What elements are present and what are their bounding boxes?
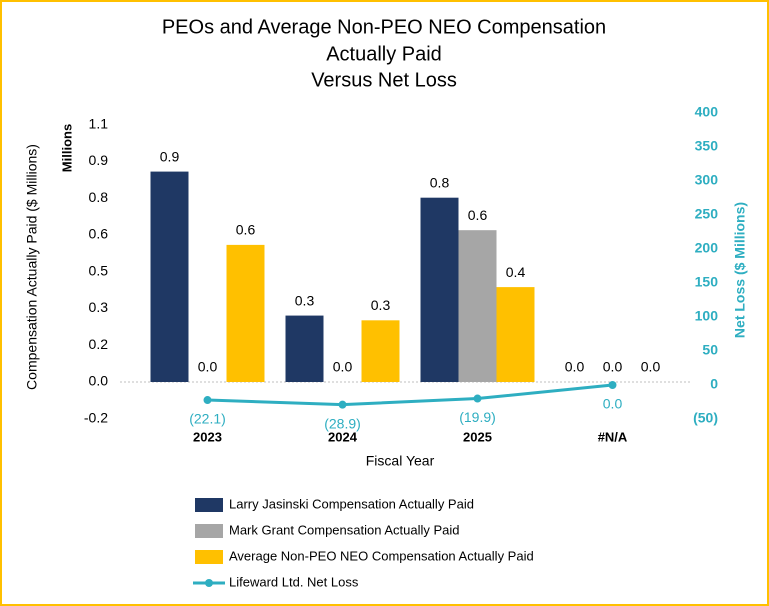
line-marker [473, 394, 482, 403]
bar [361, 320, 400, 382]
bar-value-label: 0.3 [371, 297, 391, 313]
y-tick-label: 1.1 [89, 115, 109, 131]
legend-label: Average Non-PEO NEO Compensation Actuall… [229, 548, 534, 563]
y2-tick-label: 400 [695, 104, 719, 120]
bar-value-label: 0.8 [430, 174, 450, 190]
bar [285, 315, 324, 382]
bar-value-label: 0.0 [565, 359, 585, 375]
y-tick-label: -0.2 [84, 410, 108, 426]
y2-tick-label: 200 [695, 240, 719, 256]
legend-marker [205, 579, 213, 587]
legend-label: Mark Grant Compensation Actually Paid [229, 522, 460, 537]
bar [150, 171, 189, 382]
line-value-label: (28.9) [324, 415, 361, 431]
bar-value-label: 0.6 [236, 222, 256, 238]
line-marker [338, 400, 347, 409]
x-tick-label: 2023 [193, 429, 222, 444]
x-tick-label: #N/A [598, 429, 628, 444]
bar-value-label: 0.0 [333, 359, 353, 375]
y2-axis-label: Net Loss ($ Millions) [732, 202, 748, 338]
bar-value-label: 0.3 [295, 292, 315, 308]
bar-value-label: 0.0 [641, 359, 661, 375]
y2-tick-label: 100 [695, 308, 719, 324]
chart-title: Versus Net Loss [311, 69, 457, 91]
y2-tick-label: 150 [695, 274, 719, 290]
y-tick-label: 0.6 [89, 226, 109, 242]
bar-value-label: 0.4 [506, 264, 526, 280]
line-marker [203, 396, 212, 405]
x-axis-label: Fiscal Year [366, 453, 435, 469]
y2-tick-label: 250 [695, 206, 719, 222]
legend-swatch [195, 498, 223, 512]
legend-label: Larry Jasinski Compensation Actually Pai… [229, 496, 474, 511]
y-tick-label: 0.5 [89, 262, 109, 278]
y2-tick-label: 0 [710, 376, 718, 392]
bar [226, 244, 265, 382]
line-value-label: 0.0 [603, 396, 623, 412]
y2-tick-label: (50) [693, 410, 718, 426]
y-unit-label: Millions [59, 124, 74, 172]
legend-swatch [195, 550, 223, 564]
bar-value-label: 0.6 [468, 207, 488, 223]
x-tick-label: 2025 [463, 429, 492, 444]
bar-value-label: 0.0 [198, 359, 218, 375]
bar [458, 230, 497, 382]
bar [496, 287, 535, 382]
legend-swatch [195, 524, 223, 538]
bar [420, 197, 459, 382]
y2-tick-label: 50 [702, 342, 718, 358]
y2-tick-label: 300 [695, 172, 719, 188]
bar-value-label: 0.0 [603, 359, 623, 375]
chart-title: PEOs and Average Non-PEO NEO Compensatio… [162, 16, 606, 38]
y2-tick-label: 350 [695, 138, 719, 154]
chart-title: Actually Paid [326, 43, 442, 65]
y-tick-label: 0.8 [89, 189, 109, 205]
y-tick-label: 0.9 [89, 152, 109, 168]
bar-value-label: 0.9 [160, 148, 180, 164]
y-tick-label: 0.2 [89, 336, 109, 352]
line-value-label: (22.1) [189, 411, 226, 427]
legend-label: Lifeward Ltd. Net Loss [229, 574, 359, 589]
y-axis-label: Compensation Actually Paid ($ Millions) [24, 144, 40, 390]
line-marker [608, 381, 617, 389]
y-tick-label: 0.3 [89, 299, 109, 315]
y-tick-label: 0.0 [89, 373, 109, 389]
line [207, 383, 613, 407]
x-tick-label: 2024 [328, 429, 358, 444]
line-value-label: (19.9) [459, 409, 496, 425]
